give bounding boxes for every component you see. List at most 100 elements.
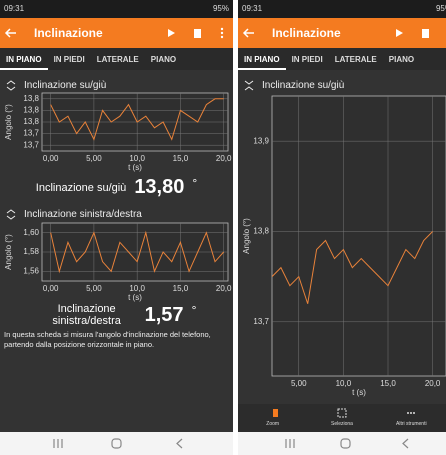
toolbar-title: Inclinazione [34, 26, 103, 40]
time: 09:31 [4, 4, 25, 13]
back-button[interactable] [242, 28, 254, 38]
tabs: IN PIANO IN PIEDI LATERALE PIANO [238, 48, 446, 70]
x-tick-label: 5,00 [86, 284, 102, 293]
play-button[interactable] [168, 29, 175, 37]
battery: 95% [212, 4, 229, 13]
x-tick-label: 15,0 [380, 379, 396, 388]
x-tick-label: 10,0 [336, 379, 352, 388]
toolbar: Inclinazione [0, 18, 233, 48]
tool-label[interactable]: Altri strumenti [396, 421, 427, 427]
y-tick-label: 1,60 [23, 228, 39, 237]
y-tick-label: 1,58 [23, 247, 39, 256]
x-tick-label: 10,0 [129, 284, 145, 293]
status-bar: 09:31 95% [0, 0, 233, 18]
chart-title: Inclinazione sinistra/destra [24, 209, 142, 220]
tool-bar: Zoom Seleziona Altri strumenti [238, 404, 446, 432]
delete-button[interactable] [422, 29, 429, 38]
x-tick-label: 5,00 [291, 379, 307, 388]
x-tick-label: 5,00 [86, 154, 102, 163]
x-axis-label: t (s) [128, 163, 142, 172]
description: In questa scheda si misura l'angolo d'in… [4, 330, 211, 349]
chart: 1,60 1,58 1,56 0,00 5,00 10,0 15,0 20,0 t (s) Ang… [4, 222, 232, 302]
readout-value: 1,57 [144, 303, 184, 326]
x-axis-label: t (s) [352, 388, 366, 397]
toolbar: Inclinazione [238, 18, 446, 48]
left-phone: 09:31 95% Inclinazione IN PIANO IN PIEDI … [0, 0, 233, 455]
play-button[interactable] [396, 29, 403, 37]
y-tick-label: 13,8 [23, 117, 39, 126]
readout: Inclinazione sinistra/destra 1,57 ° [0, 303, 233, 327]
x-tick-label: 0,00 [43, 284, 59, 293]
nav-bar [0, 432, 233, 455]
readout-unit: ° [192, 176, 198, 190]
battery: 95% [435, 4, 446, 13]
chart-title: Inclinazione su/giù [262, 80, 345, 91]
x-tick-label: 15,0 [173, 284, 189, 293]
right-phone: 09:31 95% Inclinazione IN PIANO IN PIEDI … [238, 0, 446, 455]
tab[interactable]: IN PIANO [0, 48, 48, 70]
nav-icons [285, 438, 409, 449]
data-line [50, 230, 225, 274]
delete-button[interactable] [194, 29, 201, 38]
x-tick-label: 20,0 [216, 284, 232, 293]
y-axis-label: Angolo (°) [4, 234, 13, 270]
y-tick-label: 13,8 [253, 227, 269, 236]
plot-area [271, 95, 446, 377]
time: 09:31 [242, 4, 263, 13]
tab[interactable]: PIANO [388, 55, 415, 64]
tool-label[interactable]: Zoom [266, 421, 280, 427]
expand-icon[interactable] [242, 79, 256, 91]
y-tick-label: 13,8 [23, 106, 39, 115]
y-tick-label: 13,7 [23, 140, 39, 149]
home-button[interactable] [340, 438, 351, 449]
x-tick-label: 20,0 [425, 379, 441, 388]
data-line [272, 231, 433, 304]
readout-value: 13,80 [134, 176, 185, 198]
readout-unit: ° [191, 303, 197, 317]
x-tick-label: 10,0 [129, 154, 145, 163]
tab[interactable]: IN PIEDI [53, 55, 85, 64]
recents-button[interactable] [53, 439, 63, 448]
zoom-icon[interactable] [273, 409, 278, 417]
y-tick-label: 13,9 [253, 136, 269, 145]
data-line [50, 98, 224, 141]
y-tick-label: 13,8 [23, 94, 39, 103]
more-icon[interactable] [407, 412, 415, 414]
back-nav-button[interactable] [176, 438, 183, 449]
tab[interactable]: IN PIEDI [291, 55, 323, 64]
status-bar: 09:31 95% [238, 0, 446, 18]
x-axis-label: t (s) [128, 293, 142, 302]
tab[interactable]: LATERALE [96, 55, 139, 64]
x-tick-label: 15,0 [173, 154, 189, 163]
y-tick-label: 13,7 [253, 317, 269, 326]
readout: Inclinazione su/giù 13,80 ° [0, 176, 233, 199]
chart: 13,9 13,8 13,7 5,00 10,0 15,0 20,0 t (s) Angolo … [242, 95, 446, 397]
toolbar-icons [242, 28, 429, 38]
readout-label: Inclinazione sinistra/destra [52, 303, 121, 327]
y-axis-label: Angolo (°) [4, 104, 13, 140]
menu-button[interactable] [220, 27, 224, 39]
tab[interactable]: LATERALE [334, 55, 377, 64]
recents-button[interactable] [285, 439, 295, 448]
select-icon[interactable] [337, 408, 347, 418]
nav-bar [238, 432, 446, 455]
tab[interactable]: PIANO [150, 55, 177, 64]
chart-title: Inclinazione su/giù [24, 80, 107, 91]
y-axis-label: Angolo (°) [242, 218, 251, 254]
y-tick-label: 13,7 [23, 129, 39, 138]
x-tick-label: 0,00 [43, 154, 59, 163]
collapse-icon[interactable] [4, 208, 18, 220]
x-tick-label: 20,0 [216, 154, 232, 163]
tab[interactable]: IN PIANO [238, 48, 286, 70]
toolbar-title: Inclinazione [272, 26, 341, 40]
chart: 13,8 13,8 13,8 13,7 13,7 0,00 5,00 10,0 15,0 20,0… [4, 92, 232, 172]
tool-label[interactable]: Seleziona [331, 421, 353, 427]
collapse-icon[interactable] [4, 79, 18, 91]
tool-icons [273, 408, 415, 418]
tabs: IN PIANO IN PIEDI LATERALE PIANO [0, 48, 233, 70]
readout-label: Inclinazione su/giù [35, 181, 127, 194]
back-button[interactable] [4, 28, 16, 38]
home-button[interactable] [111, 438, 122, 449]
back-nav-button[interactable] [402, 438, 409, 449]
